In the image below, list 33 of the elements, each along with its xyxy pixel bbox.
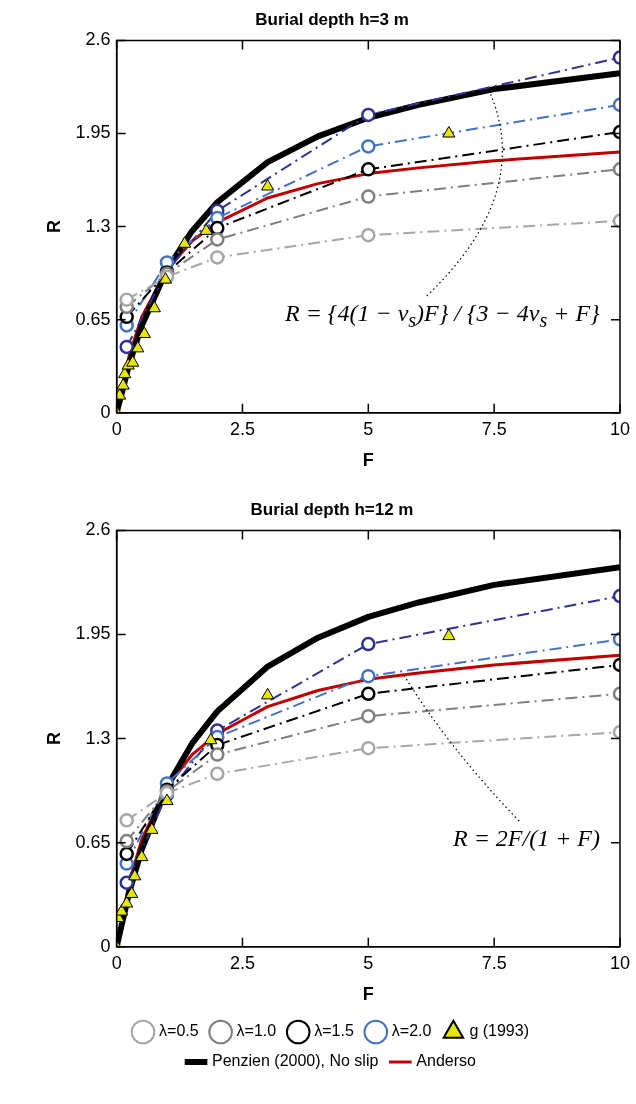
- y-tick-label: 1.3: [85, 215, 111, 236]
- legend-label: λ=2.0: [391, 1022, 432, 1040]
- x-tick-label: 5: [363, 952, 374, 973]
- y-tick-label: 0.65: [75, 831, 111, 852]
- y-tick-label: 2.6: [85, 29, 111, 50]
- y-axis-title: R: [43, 220, 64, 234]
- legend-label: Anderso: [416, 1052, 477, 1070]
- x-axis-title: F: [362, 984, 374, 1005]
- chart-title: Burial depth h=12 m: [250, 499, 414, 519]
- x-tick-label: 5: [363, 418, 374, 439]
- x-tick-label: 10: [609, 418, 630, 439]
- x-tick-label: 2.5: [229, 952, 255, 973]
- y-tick-label: 0.65: [75, 308, 111, 329]
- x-tick-label: 7.5: [481, 418, 507, 439]
- y-tick-label: 1.3: [85, 727, 111, 748]
- legend-label: λ=0.5: [159, 1022, 199, 1040]
- legend-label: g (1993): [469, 1022, 529, 1040]
- chart-title: Burial depth h=3 m: [255, 9, 409, 29]
- legend-label: λ=1.5: [314, 1022, 354, 1040]
- x-tick-label: 10: [609, 952, 630, 973]
- y-tick-label: 1.95: [75, 623, 111, 644]
- legend-label: λ=1.0: [236, 1022, 277, 1040]
- legend-label: Penzien (2000), No slip: [212, 1052, 379, 1070]
- x-axis-title: F: [362, 450, 374, 471]
- y-tick-label: 2.6: [85, 519, 111, 540]
- y-tick-label: 1.95: [75, 122, 111, 143]
- x-tick-label: 2.5: [229, 418, 255, 439]
- x-tick-label: 7.5: [481, 952, 507, 973]
- y-tick-label: 0: [100, 401, 111, 422]
- annotation: R = {4(1 − v$_{s}$)F} / {3 − 4v$_{s}$ + F}: [284, 299, 600, 332]
- y-tick-label: 0: [100, 935, 111, 956]
- y-axis-title: R: [43, 732, 64, 746]
- annotation: R = 2F/(1 + F): [452, 825, 601, 853]
